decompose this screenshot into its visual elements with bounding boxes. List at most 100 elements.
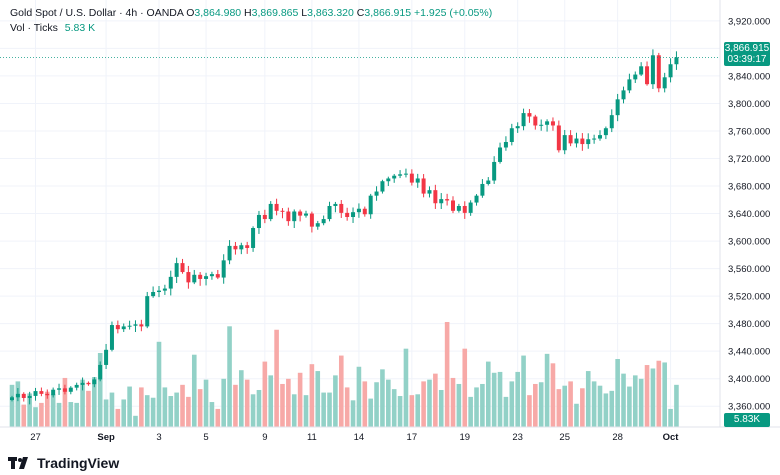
volume-bar: [338, 355, 344, 427]
volume-bar: [515, 371, 520, 427]
candle-body: [480, 183, 485, 196]
candle-body: [445, 199, 450, 201]
volume-bar: [86, 390, 91, 427]
candle-body: [503, 141, 508, 148]
brand-name: TradingView: [37, 455, 120, 471]
volume-bar: [268, 375, 274, 427]
volume-bar: [562, 385, 568, 427]
candle-body: [580, 138, 585, 145]
volume-bar: [80, 379, 85, 427]
candle-body: [133, 324, 138, 326]
candle-body: [386, 178, 391, 182]
candle-body: [198, 274, 203, 279]
volume-bar: [144, 395, 150, 427]
candle-body: [615, 99, 620, 116]
candle-body: [674, 57, 679, 65]
volume-bar: [92, 377, 97, 427]
candle-body: [115, 325, 120, 330]
candle-body: [650, 55, 655, 85]
volume-bar: [597, 385, 603, 427]
candle-body: [468, 202, 473, 213]
candle-body: [362, 208, 367, 215]
x-tick-label: 5: [203, 432, 208, 443]
candle-body: [539, 124, 544, 126]
candle-body: [356, 208, 361, 213]
candle-body: [521, 113, 526, 127]
volume-bar: [497, 371, 503, 427]
volume-bar: [409, 395, 415, 427]
volume-bar: [368, 398, 373, 427]
x-tick-label: Oct: [663, 432, 680, 443]
chart-legend: Gold Spot / U.S. Dollar · 4h · OANDA O 3,…: [10, 6, 492, 36]
symbol-title[interactable]: Gold Spot / U.S. Dollar · 4h · OANDA: [10, 7, 184, 19]
volume-bar: [150, 397, 156, 427]
volume-bar: [309, 364, 315, 427]
candle-body: [251, 228, 256, 248]
volume-bar: [444, 322, 450, 427]
y-tick-label: 3,400.000: [728, 374, 770, 385]
candle-body: [151, 292, 156, 297]
candle-body: [180, 263, 185, 273]
candle-body: [39, 391, 44, 394]
candle-body: [33, 391, 38, 396]
volume-bar: [227, 326, 232, 427]
candle-body: [562, 135, 567, 151]
volume-bar: [327, 392, 332, 427]
high-value: 3,869.865: [251, 7, 299, 19]
candle-body: [121, 326, 126, 330]
x-tick-label: 25: [559, 432, 570, 443]
volume-bar: [291, 394, 297, 427]
candle-body: [574, 138, 579, 144]
x-tick-label: Sep: [97, 432, 115, 443]
volume-bar: [239, 370, 244, 427]
candle-body: [533, 116, 538, 126]
candle-body: [598, 135, 602, 139]
time-axis: 27 Sep 3 5 9 11 14 17 19 23 25 28 Oct: [0, 426, 780, 443]
x-tick-label: 11: [307, 432, 317, 443]
candle-body: [545, 121, 550, 125]
low-value: 3,863.320: [307, 7, 354, 19]
candle-body: [204, 276, 209, 279]
candle-body: [98, 364, 103, 380]
candle-body: [304, 213, 308, 216]
volume-bar: [233, 384, 238, 427]
volume-bar: [39, 402, 44, 427]
candle-body: [451, 200, 455, 211]
candle-body: [215, 274, 220, 278]
candle-body: [68, 387, 73, 392]
open-label: O: [186, 7, 195, 19]
volume-bar: [280, 383, 285, 427]
volume-bar: [344, 387, 350, 427]
volume-label[interactable]: Vol · Ticks: [10, 22, 58, 34]
volume-bar: [297, 372, 303, 427]
y-tick-label: 3,480.000: [728, 319, 770, 330]
candle-body: [292, 211, 297, 222]
volume-bar: [550, 363, 556, 427]
volume-bar: [333, 375, 338, 427]
candle-body: [168, 276, 173, 289]
volume-bar: [415, 394, 421, 427]
candle-body: [527, 113, 532, 117]
candle-body: [633, 74, 638, 80]
low-label: L: [301, 7, 308, 19]
volume-bar: [544, 353, 550, 427]
volume-bar: [386, 379, 391, 427]
candle-body: [433, 190, 438, 204]
volume-bar: [591, 381, 597, 427]
x-tick-label: 14: [354, 432, 365, 443]
candle-body: [315, 223, 320, 227]
y-tick-label: 3,760.000: [728, 126, 770, 137]
candle-body: [127, 325, 132, 327]
tradingview-logo[interactable]: TradingView: [8, 455, 119, 471]
volume-bar: [215, 408, 221, 427]
candle-body: [239, 245, 244, 250]
volume-bar: [527, 395, 532, 427]
tradingview-icon: [8, 457, 28, 469]
candle-body: [333, 203, 338, 206]
volume-bar: [621, 373, 626, 427]
candle-body: [345, 212, 350, 217]
candle-body: [45, 393, 50, 396]
candle-body: [139, 324, 144, 327]
